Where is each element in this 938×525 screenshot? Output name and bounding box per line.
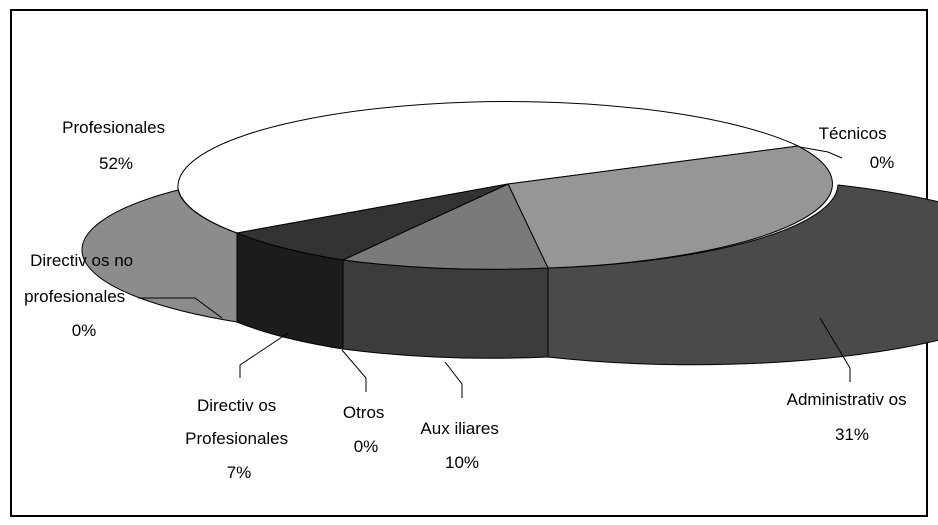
slice-top-profesionales: [177, 101, 800, 234]
leader-line-directivos-no-profesionales: [138, 297, 223, 319]
slice-top-auxiliares: [341, 183, 549, 270]
label-directivos-no-profesionales: Directiv os no profesionales 0%: [24, 251, 138, 340]
slice-side-administrativos: [547, 184, 938, 366]
leader-line-administrativos: [819, 317, 851, 382]
label-directivos-profesionales: Directiv os Profesionales 7%: [185, 396, 293, 482]
label-tecnicos: Técnicos 0%: [819, 124, 895, 172]
leader-line-directivos-profesionales: [239, 332, 289, 378]
slice-side-auxiliares: [342, 259, 549, 359]
leader-line-tecnicos: [799, 146, 843, 159]
label-administrativos: Administrativ os 31%: [787, 390, 912, 444]
leader-line-otros: [341, 349, 367, 392]
slice-top-administrativos: [507, 145, 833, 269]
leader-line-auxiliares: [444, 361, 463, 398]
label-profesionales: Profesionales 52%: [62, 118, 170, 173]
label-auxiliares: Aux iliares 10%: [420, 419, 503, 472]
label-otros: Otros 0%: [343, 403, 389, 456]
slice-top-directivos-profesionales: [235, 183, 509, 261]
